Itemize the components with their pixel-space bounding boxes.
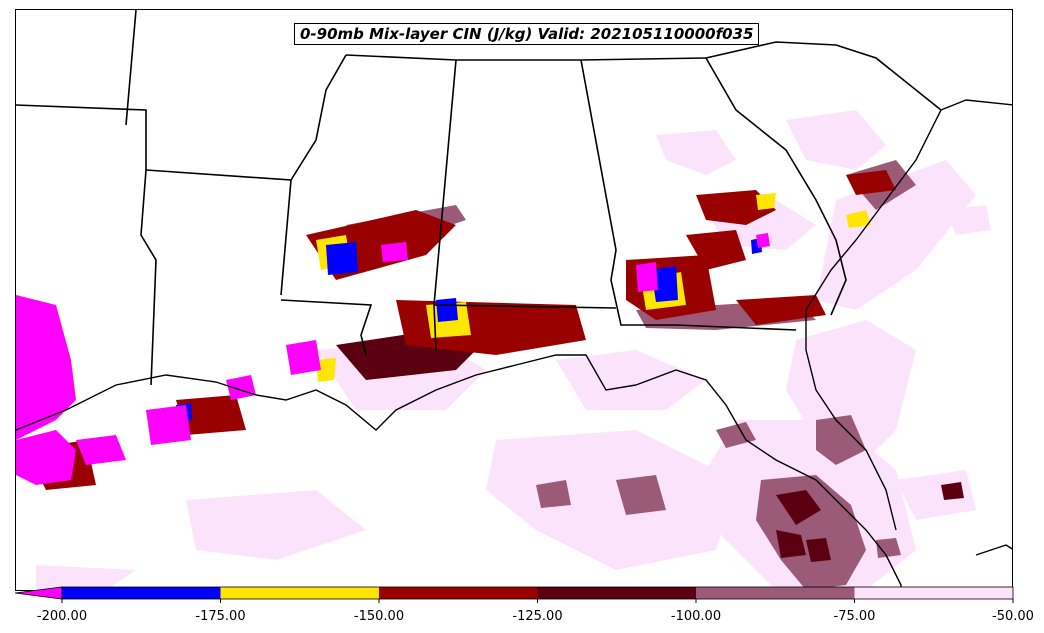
- coastline: [16, 99, 1012, 590]
- state-boundaries: [16, 10, 942, 386]
- colorbar-tick-label: -175.00: [195, 609, 246, 624]
- cin-band-magenta: [16, 233, 770, 485]
- colorbar-tick-label: -150.00: [353, 609, 405, 624]
- map-panel: 0-90mb Mix-layer CIN (J/kg) Valid: 20210…: [15, 9, 1013, 591]
- map-title: 0-90mb Mix-layer CIN (J/kg) Valid: 20210…: [294, 23, 760, 45]
- colorbar-segment: [854, 587, 1013, 599]
- colorbar-segment: [220, 587, 379, 599]
- colorbar-tick-label: -125.00: [512, 609, 563, 624]
- colorbar-segment: [696, 587, 855, 599]
- cin-band-light-pink: [36, 110, 991, 590]
- colorbar-tick-label: -200.00: [36, 609, 88, 624]
- colorbar-segment: [379, 587, 538, 599]
- colorbar: [14, 586, 1014, 603]
- colorbar-segment: [537, 587, 696, 599]
- colorbar-segment: [62, 587, 221, 599]
- colorbar-tick-label: -100.00: [670, 609, 722, 624]
- colorbar-tick-label: -50.00: [992, 609, 1034, 624]
- colorbar-tick-label: -75.00: [833, 609, 876, 624]
- cin-map: [16, 10, 1012, 590]
- colorbar-extend-triangle: [14, 586, 63, 600]
